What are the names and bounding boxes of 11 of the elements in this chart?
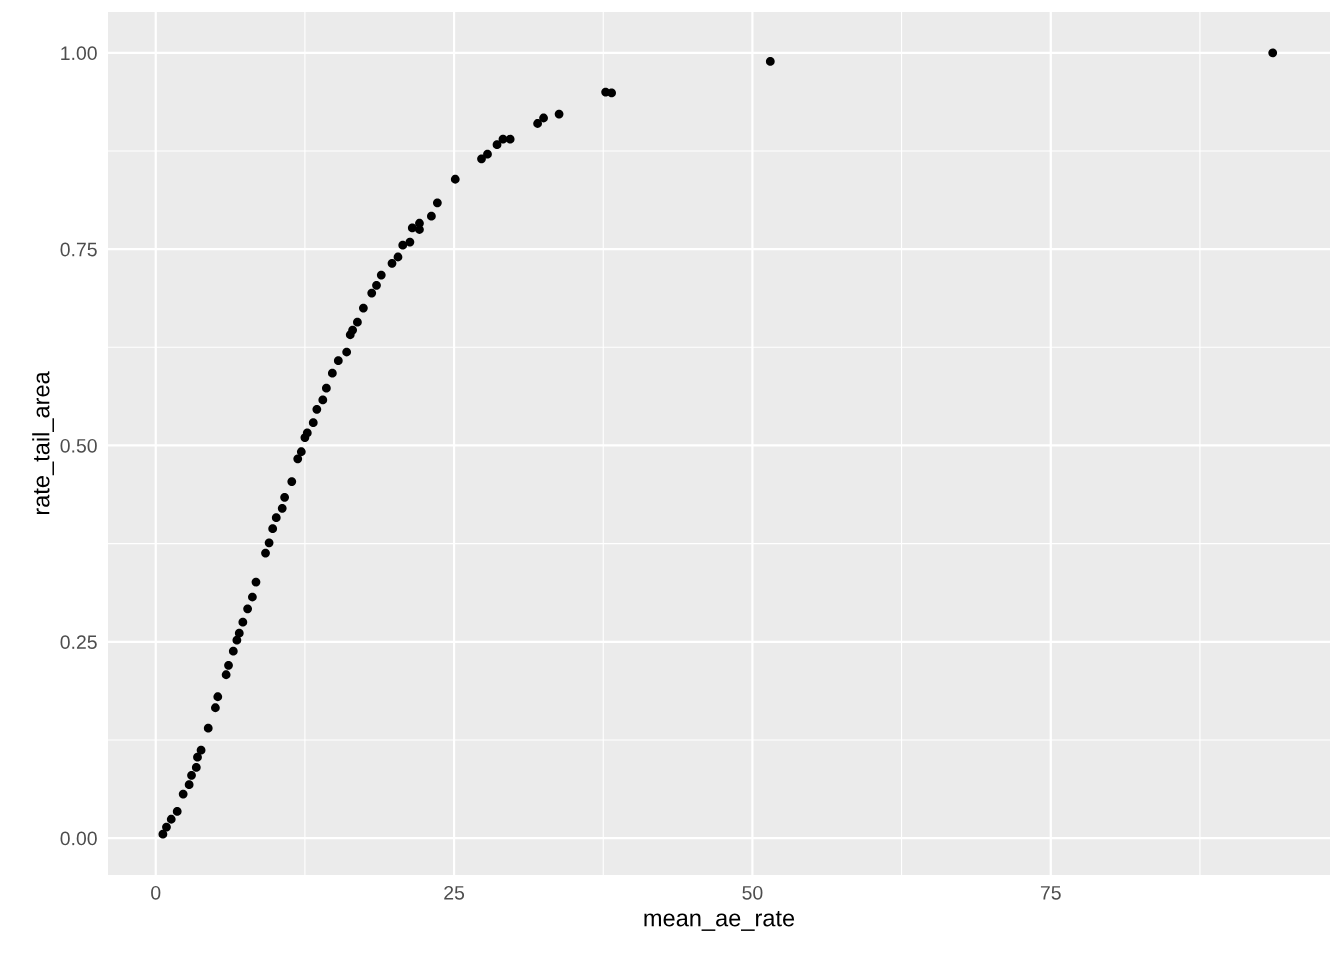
y-tick-label: 0.75 (60, 242, 97, 257)
y-tick-label: 1.00 (61, 46, 97, 61)
x-tick-label: 75 (1040, 886, 1061, 900)
y-axis-title: rate_tail_area (32, 371, 54, 515)
y-tick-label: 0.00 (60, 831, 97, 846)
x-tick-label: 0 (151, 885, 161, 900)
y-tick-label: 0.50 (60, 438, 97, 453)
x-tick-label: 25 (444, 885, 465, 900)
x-tick-label: 50 (742, 885, 763, 900)
x-axis-title: mean_ae_rate (644, 910, 795, 931)
y-tick-label: 0.25 (60, 635, 97, 650)
